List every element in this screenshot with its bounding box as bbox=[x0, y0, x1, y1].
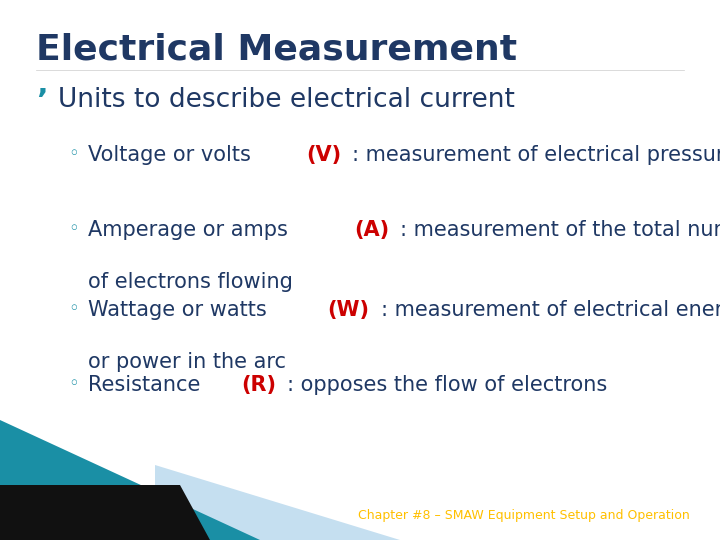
Text: ◦: ◦ bbox=[68, 375, 78, 393]
Text: ◦: ◦ bbox=[68, 145, 78, 163]
Text: : measurement of electrical energy: : measurement of electrical energy bbox=[382, 300, 720, 320]
Text: Chapter #8 – SMAW Equipment Setup and Operation: Chapter #8 – SMAW Equipment Setup and Op… bbox=[359, 509, 690, 522]
Text: : measurement of the total number: : measurement of the total number bbox=[400, 220, 720, 240]
Text: : measurement of electrical pressure: : measurement of electrical pressure bbox=[352, 145, 720, 165]
Text: Electrical Measurement: Electrical Measurement bbox=[36, 32, 517, 66]
Text: (R): (R) bbox=[241, 375, 276, 395]
Text: or power in the arc: or power in the arc bbox=[88, 352, 286, 372]
Text: of electrons flowing: of electrons flowing bbox=[88, 272, 293, 292]
Polygon shape bbox=[0, 420, 260, 540]
Text: : opposes the flow of electrons: : opposes the flow of electrons bbox=[287, 375, 607, 395]
Text: ◦: ◦ bbox=[68, 300, 78, 318]
Text: (V): (V) bbox=[307, 145, 342, 165]
Text: Units to describe electrical current: Units to describe electrical current bbox=[58, 87, 515, 113]
Text: ’: ’ bbox=[36, 87, 48, 116]
Text: Amperage or amps: Amperage or amps bbox=[88, 220, 294, 240]
Text: (A): (A) bbox=[354, 220, 390, 240]
Text: Resistance: Resistance bbox=[88, 375, 207, 395]
Polygon shape bbox=[0, 485, 210, 540]
Text: ◦: ◦ bbox=[68, 220, 78, 238]
Text: Wattage or watts: Wattage or watts bbox=[88, 300, 274, 320]
Text: (W): (W) bbox=[327, 300, 369, 320]
Polygon shape bbox=[155, 465, 400, 540]
Text: Voltage or volts: Voltage or volts bbox=[88, 145, 258, 165]
